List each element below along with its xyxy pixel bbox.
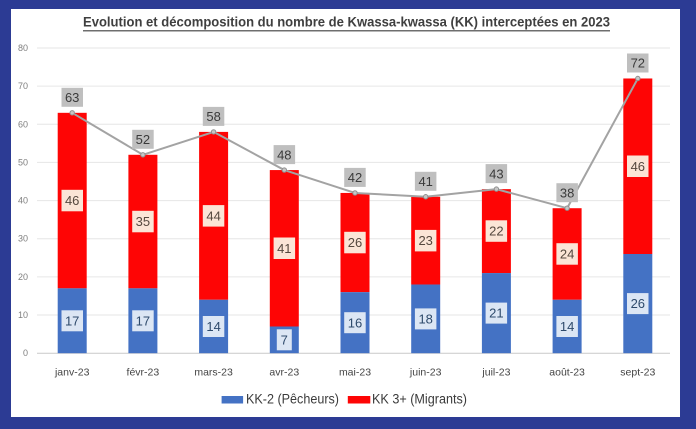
svg-text:72: 72 <box>631 56 645 71</box>
svg-text:50: 50 <box>18 157 28 167</box>
svg-text:avr-23: avr-23 <box>269 367 299 379</box>
svg-text:80: 80 <box>18 43 28 53</box>
svg-text:48: 48 <box>277 147 291 162</box>
svg-text:juin-23: juin-23 <box>409 367 442 379</box>
svg-text:22: 22 <box>489 224 503 239</box>
svg-text:63: 63 <box>65 90 79 105</box>
svg-text:41: 41 <box>277 241 291 256</box>
svg-text:févr-23: févr-23 <box>127 367 160 379</box>
svg-text:52: 52 <box>136 132 150 147</box>
svg-text:KK-2 (Pêcheurs): KK-2 (Pêcheurs) <box>246 392 339 407</box>
svg-text:17: 17 <box>136 313 150 328</box>
svg-text:42: 42 <box>348 170 362 185</box>
svg-text:58: 58 <box>206 109 220 124</box>
svg-text:mars-23: mars-23 <box>194 367 233 379</box>
svg-text:Evolution et décomposition du: Evolution et décomposition du nombre de … <box>83 14 610 30</box>
svg-text:20: 20 <box>18 272 28 282</box>
svg-text:30: 30 <box>18 234 28 244</box>
svg-text:août-23: août-23 <box>549 367 585 379</box>
svg-text:41: 41 <box>418 174 432 189</box>
svg-text:sept-23: sept-23 <box>620 367 655 379</box>
svg-text:juil-23: juil-23 <box>481 367 510 379</box>
svg-text:35: 35 <box>136 214 150 229</box>
svg-text:24: 24 <box>560 247 574 262</box>
svg-text:21: 21 <box>489 306 503 321</box>
svg-text:44: 44 <box>206 208 220 223</box>
svg-text:18: 18 <box>418 312 432 327</box>
svg-text:KK 3+ (Migrants): KK 3+ (Migrants) <box>372 392 467 407</box>
svg-text:70: 70 <box>18 81 28 91</box>
svg-text:mai-23: mai-23 <box>339 367 371 379</box>
svg-text:46: 46 <box>65 193 79 208</box>
svg-text:janv-23: janv-23 <box>54 367 90 379</box>
svg-text:40: 40 <box>18 196 28 206</box>
svg-text:7: 7 <box>281 332 288 347</box>
svg-text:17: 17 <box>65 313 79 328</box>
svg-text:43: 43 <box>489 166 503 181</box>
svg-text:0: 0 <box>23 348 28 358</box>
svg-text:14: 14 <box>206 319 220 334</box>
svg-text:26: 26 <box>631 296 645 311</box>
svg-text:16: 16 <box>348 315 362 330</box>
svg-text:60: 60 <box>18 119 28 129</box>
svg-text:10: 10 <box>18 310 28 320</box>
svg-text:46: 46 <box>631 159 645 174</box>
svg-text:26: 26 <box>348 235 362 250</box>
svg-text:23: 23 <box>418 233 432 248</box>
svg-text:14: 14 <box>560 319 574 334</box>
svg-text:38: 38 <box>560 185 574 200</box>
